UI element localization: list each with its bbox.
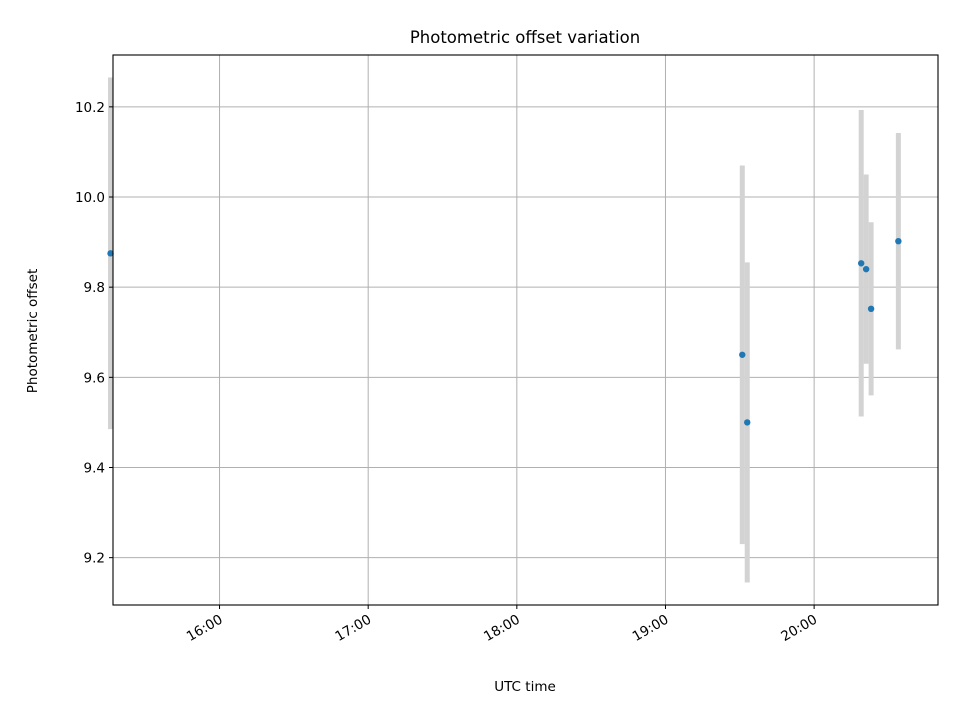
x-tick-label: 16:00 bbox=[184, 612, 226, 645]
data-point bbox=[895, 237, 902, 245]
data-point bbox=[107, 250, 114, 257]
x-axis-label: UTC time bbox=[494, 679, 556, 695]
data-points bbox=[107, 237, 902, 426]
x-tick-label: 20:00 bbox=[778, 612, 820, 645]
plot-frame bbox=[112, 54, 939, 606]
y-tick-label: 9.2 bbox=[84, 551, 105, 567]
data-point bbox=[739, 351, 746, 358]
data-point bbox=[862, 265, 870, 273]
grid bbox=[113, 55, 938, 605]
y-tick-label: 9.6 bbox=[84, 370, 105, 386]
x-tick-label: 19:00 bbox=[630, 612, 672, 645]
chart-title: Photometric offset variation bbox=[410, 28, 640, 47]
y-tick-label: 9.8 bbox=[84, 280, 105, 296]
x-tick-label: 17:00 bbox=[332, 612, 374, 645]
y-tick-label: 10.0 bbox=[75, 190, 105, 206]
x-tick-label: 18:00 bbox=[481, 612, 523, 645]
data-point bbox=[857, 260, 865, 267]
y-tick-label: 10.2 bbox=[75, 100, 105, 116]
data-point bbox=[744, 419, 751, 426]
x-axis-ticks: 16:00 17:00 18:00 19:00 20:00 bbox=[184, 605, 820, 645]
data-point bbox=[867, 305, 875, 313]
error-bars bbox=[108, 77, 901, 583]
y-axis-label: Photometric offset bbox=[25, 269, 41, 393]
y-axis-ticks: 9.2 9.4 9.6 9.8 10.0 10.2 bbox=[75, 100, 113, 567]
y-tick-label: 9.4 bbox=[84, 461, 105, 477]
